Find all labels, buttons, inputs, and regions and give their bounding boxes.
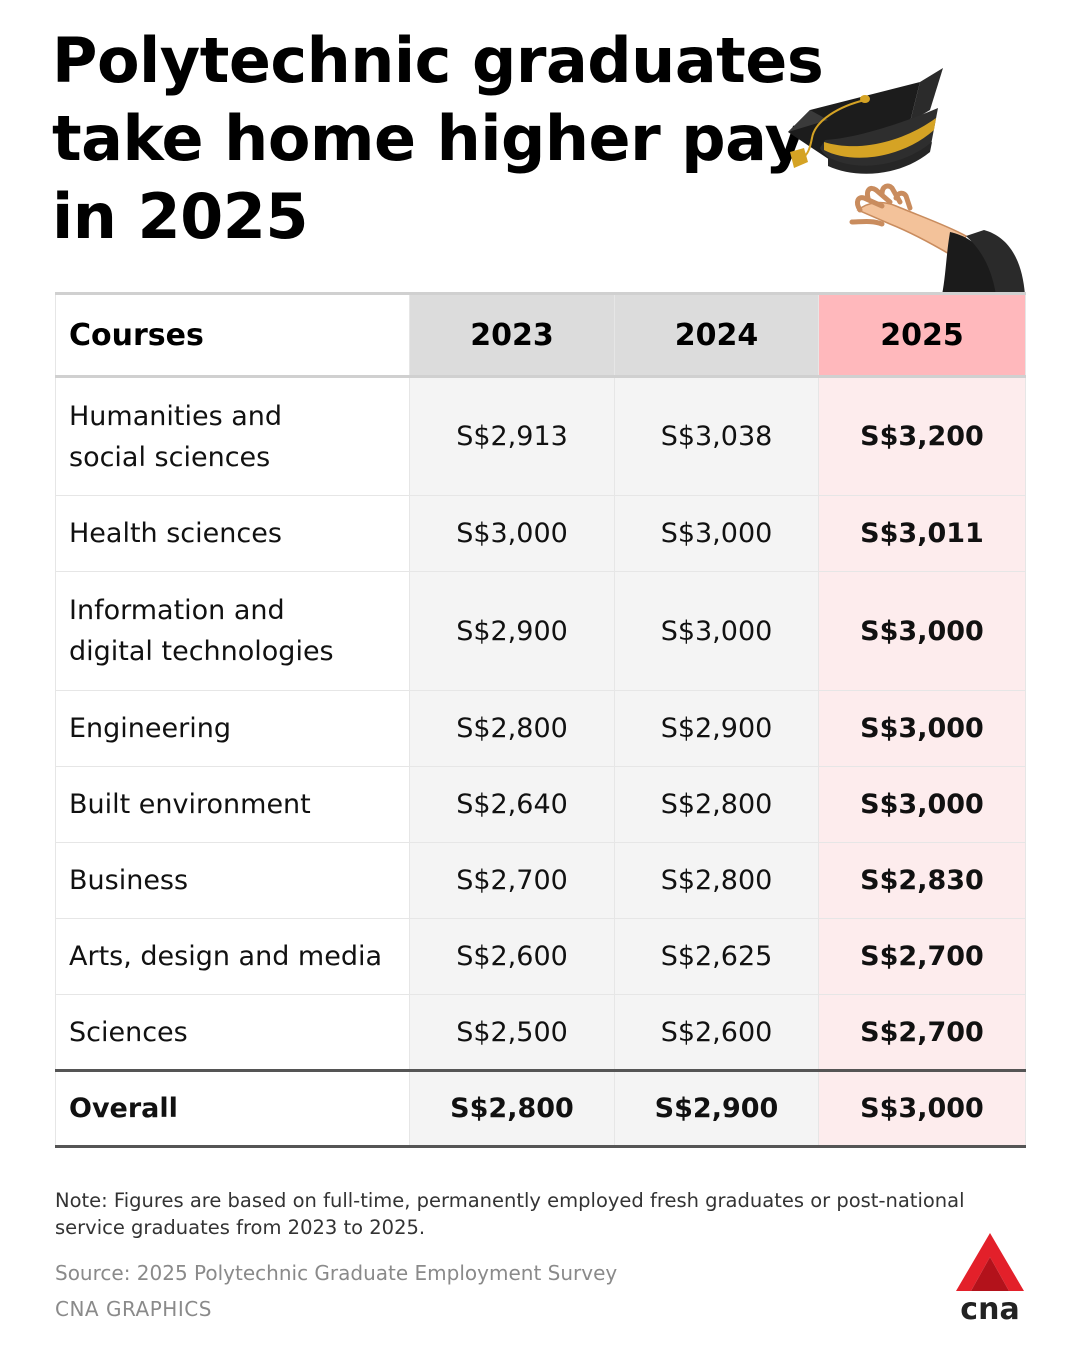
footnote: Note: Figures are based on full-time, pe…: [55, 1189, 965, 1239]
course-name-line: social sciences: [69, 441, 271, 473]
source-line: Source: 2025 Polytechnic Graduate Employ…: [55, 1261, 618, 1285]
overall-2023: S$2,800: [409, 1069, 615, 1148]
cell-2024: S$2,800: [614, 842, 819, 919]
title-line-3: in 2025: [52, 180, 309, 253]
course-name: Health sciences: [55, 495, 410, 572]
table-row: Health sciences S$3,000 S$3,000 S$3,011: [55, 495, 1026, 572]
cell-2025: S$3,000: [818, 571, 1026, 691]
cell-2025: S$2,700: [818, 994, 1026, 1071]
cell-2024: S$3,000: [614, 495, 819, 572]
page-title: Polytechnic graduates take home higher p…: [52, 22, 824, 256]
title-line-1: Polytechnic graduates: [52, 24, 824, 97]
course-name: Built environment: [55, 766, 410, 843]
course-name: Engineering: [55, 690, 410, 767]
cna-logo: cna: [956, 1233, 1024, 1323]
table-row: Humanities and social sciences S$2,913 S$…: [55, 376, 1026, 496]
course-name-line: digital technologies: [69, 636, 334, 667]
cell-2025: S$3,200: [818, 376, 1026, 496]
graduation-cap-icon: [788, 68, 943, 174]
course-name: Arts, design and media: [55, 918, 410, 995]
overall-2025: S$3,000: [818, 1069, 1026, 1148]
cell-2025: S$2,700: [818, 918, 1026, 995]
table-row: Sciences S$2,500 S$2,600 S$2,700: [55, 994, 1026, 1071]
graduation-cap-illustration: [788, 68, 1025, 295]
course-name-line: Information and: [69, 595, 285, 626]
cell-2024: S$3,000: [614, 571, 819, 691]
credit-line: CNA GRAPHICS: [55, 1297, 212, 1321]
header-2023: 2023: [409, 292, 615, 378]
header-2024: 2024: [614, 292, 819, 378]
table-row: Built environment S$2,640 S$2,800 S$3,00…: [55, 766, 1026, 843]
cell-2023: S$3,000: [409, 495, 615, 572]
cell-2024: S$2,600: [614, 994, 819, 1071]
title-line-2: take home higher pay: [52, 102, 805, 175]
cna-logo-icon: [956, 1233, 1024, 1291]
cell-2024: S$2,625: [614, 918, 819, 995]
overall-label: Overall: [55, 1069, 410, 1148]
table-row: Arts, design and media S$2,600 S$2,625 S…: [55, 918, 1026, 995]
course-name: Business: [55, 842, 410, 919]
table-header-row: Courses 2023 2024 2025: [55, 292, 1026, 378]
cell-2023: S$2,640: [409, 766, 615, 843]
cell-2023: S$2,700: [409, 842, 615, 919]
table-total-row: Overall S$2,800 S$2,900 S$3,000: [55, 1069, 1026, 1148]
cell-2024: S$2,800: [614, 766, 819, 843]
salary-table: Courses 2023 2024 2025 Humanities and soc…: [55, 292, 1026, 1148]
cell-2024: S$2,900: [614, 690, 819, 767]
cna-logo-text: cna: [960, 1292, 1019, 1323]
cell-2025: S$2,830: [818, 842, 1026, 919]
cell-2025: S$3,011: [818, 495, 1026, 572]
cell-2023: S$2,913: [409, 376, 615, 496]
cell-2023: S$2,600: [409, 918, 615, 995]
course-name-line: Humanities and: [69, 400, 283, 432]
course-name: Sciences: [55, 994, 410, 1071]
cell-2023: S$2,800: [409, 690, 615, 767]
cell-2024: S$3,038: [614, 376, 819, 496]
cell-2023: S$2,500: [409, 994, 615, 1071]
table-row: Information and digital technologies S$2,…: [55, 571, 1026, 691]
raised-hand-icon: [849, 183, 1025, 295]
course-name: Information and digital technologies: [55, 571, 410, 691]
cell-2025: S$3,000: [818, 690, 1026, 767]
course-name: Humanities and social sciences: [55, 376, 410, 496]
table-row: Business S$2,700 S$2,800 S$2,830: [55, 842, 1026, 919]
header-2025: 2025: [818, 292, 1026, 378]
table-row: Engineering S$2,800 S$2,900 S$3,000: [55, 690, 1026, 767]
header-courses: Courses: [55, 292, 410, 378]
cell-2025: S$3,000: [818, 766, 1026, 843]
cell-2023: S$2,900: [409, 571, 615, 691]
overall-2024: S$2,900: [614, 1069, 819, 1148]
